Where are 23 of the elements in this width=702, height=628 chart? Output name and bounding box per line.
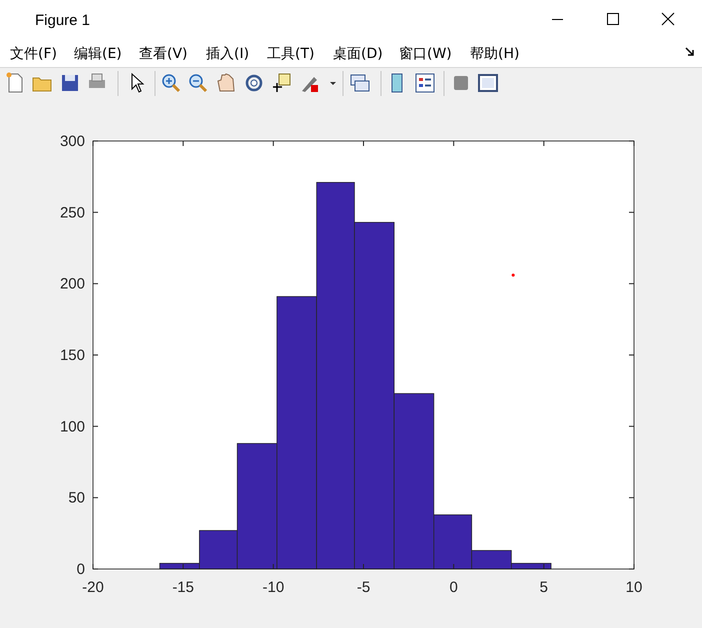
y-tick-label: 0	[76, 561, 85, 578]
y-tick-label: 150	[60, 347, 85, 364]
text: 查看(V)	[139, 46, 188, 62]
x-tick-label: -15	[172, 579, 194, 596]
y-tick-label: 300	[60, 133, 85, 150]
y-tick-label: 50	[68, 490, 85, 507]
x-tick-label: -10	[262, 579, 284, 596]
y-tick-label: 100	[60, 418, 85, 436]
x-tick-label: -5	[356, 579, 370, 596]
text: 帮助(H)	[470, 46, 520, 62]
text: 桌面(D)	[333, 46, 383, 62]
x-tick-label: 5	[540, 579, 548, 596]
y-tick-label: 200	[60, 276, 85, 293]
x-tick-label: -20	[82, 579, 104, 596]
text: 工具(T)	[267, 46, 314, 62]
x-tick-label: 10	[626, 579, 642, 596]
text: 编辑(E)	[74, 46, 122, 62]
text: 窗口(W)	[399, 46, 452, 62]
y-tick-label: 250	[60, 204, 85, 222]
text: 插入(I)	[206, 46, 250, 62]
text: 文件(F)	[10, 46, 57, 62]
x-tick-label: 0	[449, 579, 458, 596]
chart-title: Figure 1	[35, 12, 90, 29]
